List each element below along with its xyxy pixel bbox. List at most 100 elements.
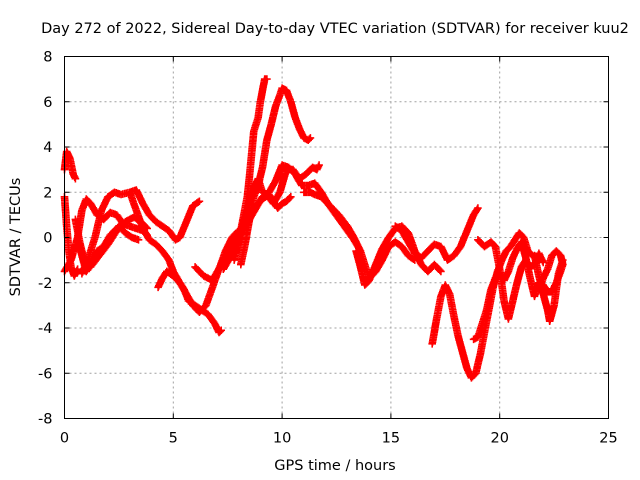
data-point xyxy=(191,204,195,208)
data-point xyxy=(202,274,205,278)
data-point xyxy=(459,245,462,248)
data-point xyxy=(407,240,410,244)
data-point xyxy=(298,177,301,180)
data-point xyxy=(65,150,68,153)
data-point xyxy=(156,286,160,289)
data-point xyxy=(494,245,497,248)
data-point xyxy=(256,116,260,119)
data-point xyxy=(559,254,562,257)
series-arc-21 xyxy=(535,247,567,294)
data-point xyxy=(494,277,497,280)
data-point xyxy=(263,77,266,81)
chart-title: Day 272 of 2022, Sidereal Day-to-day VTE… xyxy=(41,21,629,37)
data-point xyxy=(520,240,523,244)
x-tick-label: 0 xyxy=(60,431,69,447)
data-point xyxy=(124,231,127,235)
data-point xyxy=(115,213,118,217)
series-arc-13 xyxy=(252,190,295,212)
data-point xyxy=(272,200,275,203)
data-point xyxy=(452,315,456,318)
data-point xyxy=(89,265,92,269)
data-point xyxy=(206,313,210,316)
data-point xyxy=(261,89,264,92)
data-point xyxy=(439,295,443,298)
data-point xyxy=(280,163,284,167)
y-tick-label: -6 xyxy=(38,366,52,382)
data-point xyxy=(135,209,138,212)
data-point xyxy=(448,292,451,296)
data-point xyxy=(211,279,214,282)
data-point xyxy=(320,195,323,198)
data-point xyxy=(537,274,541,278)
data-point xyxy=(550,254,554,257)
data-point xyxy=(413,252,417,255)
data-point xyxy=(165,270,168,273)
data-point xyxy=(141,227,145,230)
data-point xyxy=(261,191,264,194)
y-axis-label: SDTVAR / TECUs xyxy=(8,178,24,297)
data-point xyxy=(300,184,303,187)
data-point xyxy=(80,272,84,275)
data-point xyxy=(546,267,549,271)
data-point xyxy=(72,172,75,176)
data-point xyxy=(193,304,197,307)
data-point xyxy=(555,249,558,253)
data-point xyxy=(476,335,480,339)
data-point xyxy=(241,218,245,221)
data-point xyxy=(394,240,397,244)
data-point xyxy=(515,281,519,284)
axis-ticks: 0 5 10 15 20 25 -8 -6 -4 -2 0 2 4 6 8 xyxy=(38,50,618,447)
y-tick-label: 6 xyxy=(43,95,52,111)
data-point xyxy=(420,256,423,260)
data-point xyxy=(328,204,332,208)
data-point xyxy=(161,249,164,253)
data-point xyxy=(352,236,356,239)
data-point xyxy=(548,320,551,323)
data-point xyxy=(426,249,430,253)
data-point xyxy=(100,209,103,212)
data-point xyxy=(400,245,403,248)
data-point xyxy=(528,265,532,269)
y-tick-label: 2 xyxy=(43,185,52,201)
x-tick-label: 25 xyxy=(599,431,617,447)
data-point xyxy=(213,322,216,325)
data-point xyxy=(265,77,269,81)
data-point xyxy=(128,224,131,228)
data-point xyxy=(465,229,469,232)
data-point xyxy=(87,256,90,260)
data-point xyxy=(198,200,201,203)
data-point xyxy=(69,258,73,262)
data-point xyxy=(78,240,81,244)
data-point xyxy=(267,193,271,196)
data-point xyxy=(524,258,528,262)
data-point xyxy=(132,215,136,219)
data-point xyxy=(511,256,514,260)
data-point xyxy=(354,249,358,253)
data-point xyxy=(174,238,177,241)
data-point xyxy=(252,195,256,198)
data-point xyxy=(309,136,312,140)
data-point xyxy=(167,258,171,262)
data-point xyxy=(261,197,264,201)
data-point xyxy=(148,238,151,241)
data-point xyxy=(289,195,293,198)
data-point xyxy=(278,191,282,194)
data-point xyxy=(309,191,312,194)
data-point xyxy=(481,322,484,325)
data-point xyxy=(533,295,536,298)
data-point xyxy=(304,172,308,176)
data-point xyxy=(380,258,384,262)
data-point xyxy=(274,105,277,108)
data-point xyxy=(130,236,134,239)
series-arc-16 xyxy=(391,204,482,264)
series-arc-17 xyxy=(428,229,537,382)
data-point xyxy=(509,245,512,248)
data-point xyxy=(457,335,460,339)
series-arc-11 xyxy=(230,75,271,264)
data-point xyxy=(542,261,545,264)
data-point xyxy=(80,209,84,212)
data-point xyxy=(433,263,436,266)
data-point xyxy=(511,299,514,303)
data-point xyxy=(98,254,101,257)
data-point xyxy=(200,308,203,312)
